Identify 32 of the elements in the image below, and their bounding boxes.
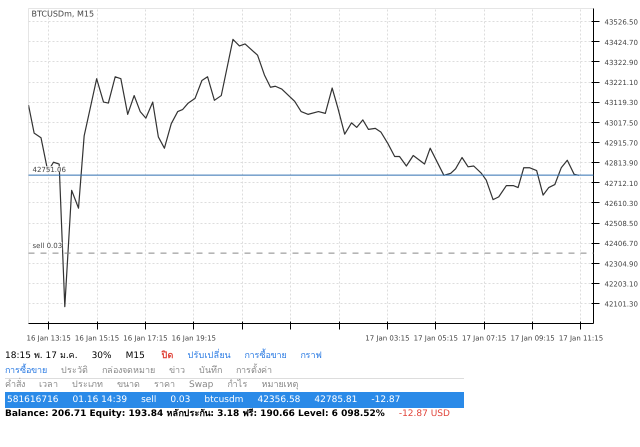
text: Swap <box>189 380 214 390</box>
text: M15 <box>126 351 145 361</box>
text: ปรับเปลี่ยน <box>188 351 231 361</box>
text: การซื้อขาย <box>5 366 47 376</box>
text: 581616716 <box>7 394 59 405</box>
text: คำสั่ง <box>5 380 25 390</box>
text: ประวัติ <box>61 366 88 376</box>
text: sell <box>141 394 156 405</box>
text: 42356.58 <box>257 394 300 405</box>
text: 01.16 14:39 <box>72 394 128 405</box>
text: 30% <box>92 351 112 361</box>
text: การตั้งค่า <box>236 366 272 376</box>
text: 0.03 <box>170 394 190 405</box>
text: ขนาด <box>117 380 140 390</box>
text: หมายเหตุ <box>261 380 298 390</box>
text: -12.87 USD <box>398 409 450 420</box>
chart-title: BTCUSDm, M15 <box>32 10 94 18</box>
text: ราคา <box>154 380 175 390</box>
text: Balance: 206.71 Equity: 193.84 หลักประกัน: 3.18 ฟรี: 190.66 Level: 6 098.52% <box>5 409 385 420</box>
text: ประเภท <box>72 380 103 390</box>
text: 42785.81 <box>314 394 358 405</box>
text: กำไร <box>227 380 248 390</box>
text: ปิด <box>162 351 174 361</box>
text: การซื้อขาย <box>244 351 287 361</box>
text: ข่าว <box>169 366 185 376</box>
text: 18:15 พ. 17 ม.ค. <box>5 351 78 361</box>
text: เวลา <box>39 380 58 390</box>
text: กราฟ <box>300 351 322 361</box>
text: กล่องจดหมาย <box>102 366 155 376</box>
text: บันทึก <box>199 366 222 376</box>
text: btcusdm <box>204 394 244 405</box>
text: -12.87 <box>371 394 400 405</box>
